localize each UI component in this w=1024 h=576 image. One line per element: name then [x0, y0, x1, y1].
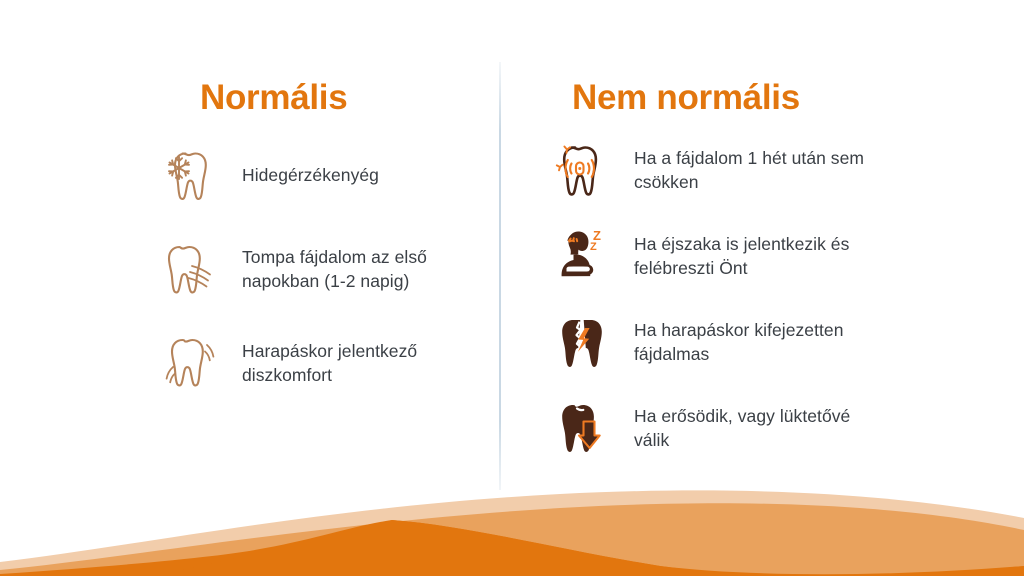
list-item-label: Ha harapáskor kifejezetten fájdalmas [634, 320, 844, 364]
column-title-normal: Normális [200, 78, 348, 117]
sleeping-person-pain-icon: Z Z [552, 221, 620, 293]
list-item-label: Ha a fájdalom 1 hét után sem csökken [634, 148, 865, 192]
list-item: Z Z Ha éjszaka is jelentkezik és felébre… [530, 221, 930, 293]
list-item-label: Tompa fájdalom az első napokban (1-2 nap… [242, 247, 427, 291]
list-item: Hidegérzékenyég [138, 140, 486, 212]
item-list-normal: Hidegérzékenyég To [138, 140, 486, 422]
tooth-waves-icon [160, 234, 228, 306]
column-divider [499, 62, 501, 490]
tooth-snowflake-icon [160, 140, 228, 212]
svg-text:Z: Z [590, 241, 597, 253]
list-item: Tompa fájdalom az első napokban (1-2 nap… [138, 234, 486, 306]
wave-front-shape [0, 520, 1024, 576]
comparison-columns: Normális [138, 62, 930, 490]
cracked-tooth-lightning-icon [552, 307, 620, 379]
list-item: Ha a fájdalom 1 hét után sem csökken [530, 135, 930, 207]
item-list-not-normal: Ha a fájdalom 1 hét után sem csökken [530, 135, 930, 479]
tooth-down-arrow-icon [552, 393, 620, 465]
list-item-label: Ha erősödik, vagy lüktetővé válik [634, 406, 851, 450]
wave-front-peak-shape [150, 520, 1024, 576]
list-item-label: Hidegérzékenyég [242, 165, 379, 186]
tooth-vibration-icon [160, 328, 228, 400]
list-item: Ha erősödik, vagy lüktetővé válik [530, 393, 930, 465]
wave-mid-shape [0, 503, 1024, 576]
list-item: Ha harapáskor kifejezetten fájdalmas [530, 307, 930, 379]
list-item-label: Harapáskor jelentkező diszkomfort [242, 341, 418, 385]
column-title-not-normal: Nem normális [572, 78, 800, 117]
tooth-signal-pain-icon [552, 135, 620, 207]
wave-back-shape [0, 490, 1024, 576]
list-item-label: Ha éjszaka is jelentkezik és felébreszti… [634, 234, 850, 278]
svg-text:Z: Z [593, 228, 601, 243]
list-item: Harapáskor jelentkező diszkomfort [138, 328, 486, 400]
